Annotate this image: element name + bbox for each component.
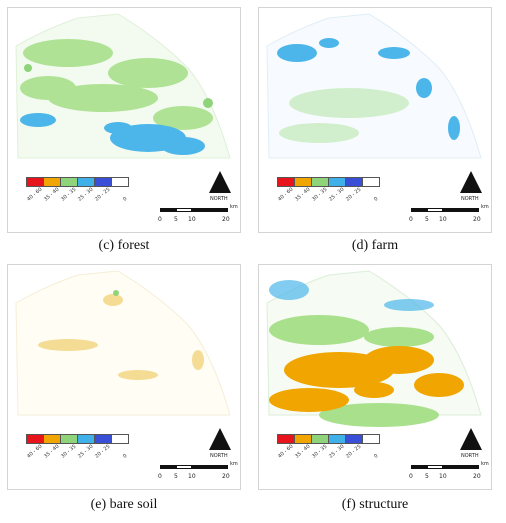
scale-unit: km <box>230 461 238 467</box>
scale-tick: 10 <box>439 216 447 223</box>
legend-labels: 40 - 60 35 - 40 30 - 35 25 - 30 20 - 25 … <box>275 187 405 218</box>
north-arrow-icon <box>209 428 231 450</box>
legend-swatch <box>362 434 380 444</box>
legend-swatch <box>26 434 44 444</box>
scale-unit: km <box>230 204 238 210</box>
legend-swatch <box>94 434 112 444</box>
north-label: NORTH <box>210 196 228 202</box>
scale-tick: 10 <box>188 473 196 480</box>
scale-tick: 5 <box>425 216 429 223</box>
legend <box>26 177 129 187</box>
legend-swatch <box>43 434 61 444</box>
scale-unit: km <box>481 204 489 210</box>
legend-swatch <box>111 434 129 444</box>
map-panel-forest: 40 - 60 35 - 40 30 - 35 25 - 30 20 - 25 … <box>7 7 241 233</box>
legend <box>26 434 129 444</box>
scale-tick: 10 <box>439 473 447 480</box>
legend-swatch <box>77 434 95 444</box>
caption-structure: (f) structure <box>341 497 409 512</box>
scale-tick: 0 <box>409 216 413 223</box>
map-panel-structure: 40 - 60 35 - 40 30 - 35 25 - 30 20 - 25 … <box>258 264 492 490</box>
north-label: NORTH <box>210 453 228 459</box>
legend-swatch <box>94 177 112 187</box>
legend-swatch <box>362 177 380 187</box>
scale-bar: km 0 5 10 20 <box>409 461 489 483</box>
scale-tick: 5 <box>174 473 178 480</box>
scale-tick: 0 <box>409 473 413 480</box>
scale-tick: 20 <box>222 473 230 480</box>
caption-farm: (d) farm <box>351 238 399 253</box>
map-panel-bare-soil: 40 - 60 35 - 40 30 - 35 25 - 30 20 - 25 … <box>7 264 241 490</box>
legend-swatch <box>328 434 346 444</box>
legend-swatch <box>294 434 312 444</box>
caption-forest: (c) forest <box>98 238 150 253</box>
legend-swatch <box>111 177 129 187</box>
legend-swatch <box>43 177 61 187</box>
legend-swatch <box>345 177 363 187</box>
north-arrow-icon <box>460 171 482 193</box>
bare-soil-map <box>15 270 231 416</box>
legend-swatch <box>77 177 95 187</box>
legend-swatch <box>60 177 78 187</box>
north-arrow-icon <box>460 428 482 450</box>
scale-tick: 20 <box>222 216 230 223</box>
legend-labels: 40 - 60 35 - 40 30 - 35 25 - 30 20 - 25 … <box>24 187 154 218</box>
scale-bar: km 0 5 10 20 <box>409 204 489 226</box>
scale-tick: 0 <box>158 473 162 480</box>
legend <box>277 177 380 187</box>
scale-unit: km <box>481 461 489 467</box>
legend-labels: 40 - 60 35 - 40 30 - 35 25 - 30 20 - 25 … <box>24 444 154 475</box>
scale-tick: 20 <box>473 473 481 480</box>
map-panel-farm: 40 - 60 35 - 40 30 - 35 25 - 30 20 - 25 … <box>258 7 492 233</box>
legend-swatch <box>277 177 295 187</box>
north-label: NORTH <box>461 196 479 202</box>
legend-swatch <box>311 177 329 187</box>
scale-tick: 5 <box>425 473 429 480</box>
legend <box>277 434 380 444</box>
scale-tick: 0 <box>158 216 162 223</box>
caption-bare-soil: (e) bare soil <box>90 497 158 512</box>
structure-map <box>266 270 482 427</box>
legend-labels: 40 - 60 35 - 40 30 - 35 25 - 30 20 - 25 … <box>275 444 405 475</box>
north-label: NORTH <box>461 453 479 459</box>
legend-swatch <box>345 434 363 444</box>
legend-swatch <box>26 177 44 187</box>
scale-bar: km 0 5 10 20 <box>158 204 238 226</box>
scale-bar: km 0 5 10 20 <box>158 461 238 483</box>
legend-swatch <box>328 177 346 187</box>
legend-swatch <box>294 177 312 187</box>
scale-tick: 20 <box>473 216 481 223</box>
scale-tick: 5 <box>174 216 178 223</box>
forest-map <box>15 13 231 159</box>
legend-swatch <box>60 434 78 444</box>
north-arrow-icon <box>209 171 231 193</box>
legend-swatch <box>277 434 295 444</box>
legend-swatch <box>311 434 329 444</box>
farm-map <box>266 13 482 159</box>
scale-tick: 10 <box>188 216 196 223</box>
